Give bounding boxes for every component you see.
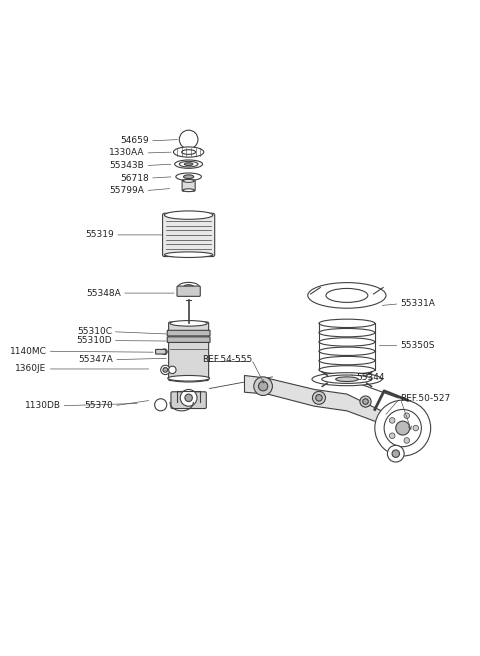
- Circle shape: [404, 438, 409, 443]
- Text: 1130DB: 1130DB: [24, 401, 60, 410]
- Circle shape: [168, 366, 176, 374]
- Text: REF.54-555: REF.54-555: [202, 355, 252, 363]
- Ellipse shape: [319, 347, 375, 356]
- Circle shape: [360, 396, 371, 407]
- FancyBboxPatch shape: [168, 322, 209, 380]
- Ellipse shape: [176, 173, 202, 180]
- Circle shape: [413, 425, 419, 431]
- Circle shape: [163, 367, 168, 372]
- Text: 55370: 55370: [84, 401, 113, 410]
- Circle shape: [396, 421, 410, 435]
- Circle shape: [384, 409, 421, 447]
- Ellipse shape: [180, 161, 198, 167]
- Ellipse shape: [183, 175, 194, 178]
- Circle shape: [363, 399, 368, 404]
- Circle shape: [392, 450, 399, 457]
- Text: 55347A: 55347A: [78, 355, 113, 364]
- Circle shape: [258, 382, 268, 391]
- Ellipse shape: [326, 289, 368, 302]
- Ellipse shape: [319, 356, 375, 365]
- Ellipse shape: [170, 321, 207, 326]
- Ellipse shape: [165, 252, 213, 258]
- Ellipse shape: [173, 147, 204, 157]
- Text: 55343B: 55343B: [109, 161, 144, 170]
- Circle shape: [316, 394, 322, 401]
- Circle shape: [312, 391, 325, 404]
- Circle shape: [183, 134, 194, 145]
- Ellipse shape: [319, 329, 375, 337]
- Text: 56718: 56718: [120, 174, 149, 182]
- Ellipse shape: [184, 163, 193, 165]
- Ellipse shape: [336, 377, 358, 382]
- Ellipse shape: [319, 338, 375, 346]
- FancyBboxPatch shape: [177, 286, 200, 297]
- Text: 55310C: 55310C: [77, 327, 112, 337]
- Circle shape: [375, 400, 431, 456]
- Circle shape: [404, 413, 409, 419]
- FancyBboxPatch shape: [163, 213, 215, 256]
- Ellipse shape: [183, 285, 194, 289]
- Ellipse shape: [165, 211, 213, 219]
- Circle shape: [157, 401, 165, 409]
- Polygon shape: [244, 375, 396, 429]
- Ellipse shape: [183, 180, 194, 182]
- Text: 1140MC: 1140MC: [10, 347, 47, 356]
- Ellipse shape: [178, 282, 199, 292]
- Ellipse shape: [181, 150, 196, 154]
- Ellipse shape: [175, 160, 203, 169]
- Text: 1330AA: 1330AA: [109, 148, 144, 157]
- Circle shape: [162, 349, 167, 354]
- Circle shape: [185, 394, 192, 401]
- Ellipse shape: [319, 365, 375, 374]
- Ellipse shape: [312, 373, 382, 386]
- Text: 54659: 54659: [120, 136, 149, 146]
- Circle shape: [155, 399, 167, 411]
- Text: 55799A: 55799A: [109, 186, 144, 195]
- Ellipse shape: [308, 283, 386, 308]
- Circle shape: [387, 445, 404, 462]
- Circle shape: [180, 390, 197, 406]
- Text: 55348A: 55348A: [86, 289, 121, 298]
- Circle shape: [254, 377, 273, 396]
- Ellipse shape: [170, 377, 207, 382]
- FancyBboxPatch shape: [182, 180, 195, 191]
- Ellipse shape: [168, 375, 210, 381]
- Ellipse shape: [319, 319, 375, 327]
- Text: 55331A: 55331A: [400, 299, 435, 308]
- Circle shape: [180, 130, 198, 149]
- Circle shape: [389, 418, 395, 423]
- Circle shape: [389, 433, 395, 438]
- Text: 1360JE: 1360JE: [15, 365, 47, 373]
- FancyBboxPatch shape: [167, 337, 210, 342]
- FancyBboxPatch shape: [156, 350, 166, 354]
- Text: 55319: 55319: [85, 230, 114, 239]
- Text: 55310D: 55310D: [76, 336, 112, 345]
- Ellipse shape: [183, 189, 194, 192]
- Circle shape: [161, 365, 170, 375]
- FancyBboxPatch shape: [171, 392, 206, 409]
- Text: 55344: 55344: [356, 373, 384, 382]
- Text: REF.50-527: REF.50-527: [400, 394, 451, 403]
- Ellipse shape: [322, 375, 372, 383]
- FancyBboxPatch shape: [167, 331, 210, 336]
- Text: 55350S: 55350S: [400, 341, 435, 350]
